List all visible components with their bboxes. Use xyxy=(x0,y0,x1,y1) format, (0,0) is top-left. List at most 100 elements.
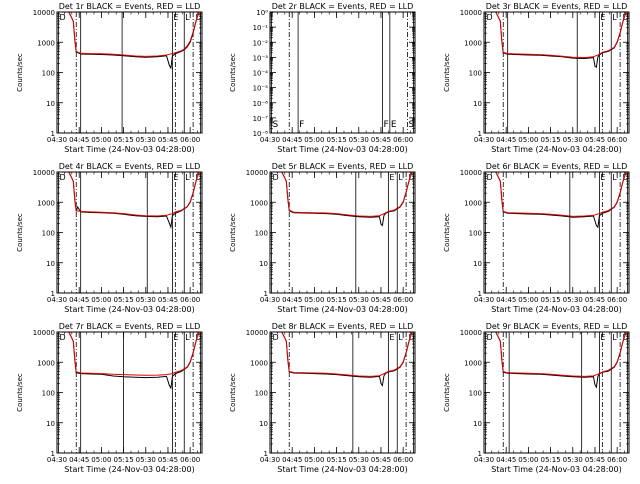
event-marker-label: E xyxy=(173,333,178,342)
event-markers xyxy=(271,12,414,133)
event-marker-label: D xyxy=(272,333,278,342)
x-tick-label: 05:30 xyxy=(349,136,369,144)
y-tick-label: 100 xyxy=(255,390,268,398)
events-series-line xyxy=(484,12,629,69)
y-tick-label: 10 xyxy=(473,260,482,268)
x-axis-title: Start Time (24-Nov-03 04:28:00) xyxy=(277,145,407,154)
x-tick-label: 06:00 xyxy=(607,296,627,304)
y-tick-label: 10⁻⁶ xyxy=(253,100,269,108)
x-tick-label: 05:30 xyxy=(136,136,156,144)
x-tick-label: 05:30 xyxy=(563,456,583,464)
plot-frame xyxy=(483,171,630,294)
x-tick-label: 04:30 xyxy=(474,136,494,144)
event-marker-label: D xyxy=(623,13,629,22)
panel-title: Det 8r BLACK = Events, RED = LLD xyxy=(272,322,414,331)
y-tick-label: 100 xyxy=(42,230,55,238)
plot-frame xyxy=(483,11,630,134)
plot-frame xyxy=(269,11,416,134)
y-tick-label: 1000 xyxy=(250,359,268,367)
x-tick-label: 04:30 xyxy=(47,136,67,144)
x-tick-label: 04:30 xyxy=(47,456,67,464)
event-markers xyxy=(271,172,414,293)
y-tick-label: 100 xyxy=(469,70,482,78)
lld-series-line xyxy=(484,12,629,59)
y-tick-label: 10000 xyxy=(460,169,482,177)
y-tick-label: 1000 xyxy=(464,199,482,207)
event-marker-label: F xyxy=(299,120,304,130)
y-tick-label: 1000 xyxy=(250,199,268,207)
events-series-line xyxy=(57,12,202,70)
x-tick-label: 05:30 xyxy=(136,296,156,304)
event-marker-label: D xyxy=(486,173,492,182)
event-marker-label: D xyxy=(623,333,629,342)
x-tick-label: 05:15 xyxy=(326,456,346,464)
y-axis-title: Counts/sec xyxy=(16,213,24,252)
x-tick-label: 05:00 xyxy=(91,456,111,464)
plot-frame xyxy=(269,331,416,454)
y-tick-label: 10 xyxy=(46,260,55,268)
event-marker-label: S xyxy=(409,120,415,130)
y-tick-label: 1 xyxy=(51,130,55,138)
y-axis-title: Counts/sec xyxy=(16,373,24,412)
y-tick-label: 10⁻² xyxy=(253,39,269,47)
x-tick-label: 06:00 xyxy=(393,296,413,304)
y-tick-label: 10⁻¹ xyxy=(253,24,269,32)
event-marker-label: L xyxy=(185,13,190,22)
x-tick-label: 05:00 xyxy=(304,296,324,304)
x-tick-label: 05:00 xyxy=(518,456,538,464)
panel-title: Det 4r BLACK = Events, RED = LLD xyxy=(59,162,201,171)
event-marker-label: F xyxy=(383,120,388,130)
x-tick-label: 06:00 xyxy=(607,456,627,464)
y-tick-label: 10000 xyxy=(460,9,482,17)
lld-series-line xyxy=(57,172,202,217)
event-marker-label: D xyxy=(196,13,202,22)
lld-series-line xyxy=(270,172,415,217)
y-tick-label: 100 xyxy=(469,390,482,398)
y-axis-title: Counts/sec xyxy=(443,213,451,252)
x-tick-label: 04:45 xyxy=(69,456,89,464)
x-tick-label: 05:30 xyxy=(563,136,583,144)
x-tick-label: 05:45 xyxy=(371,136,391,144)
x-axis-title: Start Time (24-Nov-03 04:28:00) xyxy=(64,145,194,154)
x-tick-label: 05:45 xyxy=(585,456,605,464)
event-marker-label: D xyxy=(196,173,202,182)
event-marker-label: L xyxy=(612,13,617,22)
event-marker-label: L xyxy=(185,173,190,182)
events-series-line xyxy=(484,172,629,229)
x-tick-label: 05:00 xyxy=(518,296,538,304)
event-marker-label: D xyxy=(486,333,492,342)
y-tick-label: 10⁻⁴ xyxy=(253,70,269,78)
x-tick-label: 05:45 xyxy=(158,456,178,464)
y-tick-label: 10 xyxy=(473,100,482,108)
x-tick-label: 05:00 xyxy=(91,296,111,304)
events-series-line xyxy=(484,332,629,389)
detector-panel: Det 2r BLACK = Events, RED = LLD Counts/s… xyxy=(229,2,416,154)
series-group xyxy=(57,332,202,390)
lld-series-line xyxy=(484,332,629,377)
x-tick-label: 04:30 xyxy=(474,296,494,304)
y-tick-label: 1000 xyxy=(37,199,55,207)
x-tick-label: 05:15 xyxy=(326,136,346,144)
x-tick-label: 04:30 xyxy=(47,296,67,304)
x-tick-label: 05:15 xyxy=(113,296,133,304)
plot-frame xyxy=(269,171,416,294)
event-marker-label: L xyxy=(398,333,403,342)
event-markers xyxy=(58,172,201,293)
x-tick-label: 05:15 xyxy=(540,456,560,464)
y-tick-label: 1000 xyxy=(464,39,482,47)
lld-series-line xyxy=(57,332,202,376)
y-tick-label: 10⁰ xyxy=(256,9,268,17)
x-axis-title: Start Time (24-Nov-03 04:28:00) xyxy=(277,305,407,314)
event-marker-label: D xyxy=(272,173,278,182)
y-tick-label: 100 xyxy=(42,70,55,78)
x-tick-label: 05:30 xyxy=(136,456,156,464)
event-marker-label: D xyxy=(59,173,65,182)
y-tick-label: 1 xyxy=(478,130,482,138)
x-tick-label: 05:45 xyxy=(585,296,605,304)
x-tick-label: 04:45 xyxy=(282,296,302,304)
detector-panel: Det 4r BLACK = Events, RED = LLD Counts/s… xyxy=(16,162,203,314)
x-axis-title: Start Time (24-Nov-03 04:28:00) xyxy=(64,305,194,314)
x-axis-title: Start Time (24-Nov-03 04:28:00) xyxy=(277,465,407,474)
